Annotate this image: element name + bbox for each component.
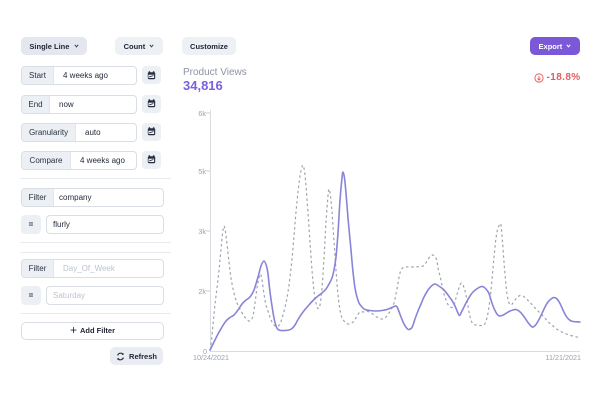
svg-text:5k: 5k bbox=[198, 167, 206, 176]
svg-text:0: 0 bbox=[203, 347, 207, 356]
svg-text:6k: 6k bbox=[198, 109, 206, 118]
svg-text:2k: 2k bbox=[198, 287, 206, 296]
svg-text:3k: 3k bbox=[198, 227, 206, 236]
svg-text:10/24/2021: 10/24/2021 bbox=[193, 353, 229, 362]
svg-text:11/21/2021: 11/21/2021 bbox=[546, 353, 581, 362]
